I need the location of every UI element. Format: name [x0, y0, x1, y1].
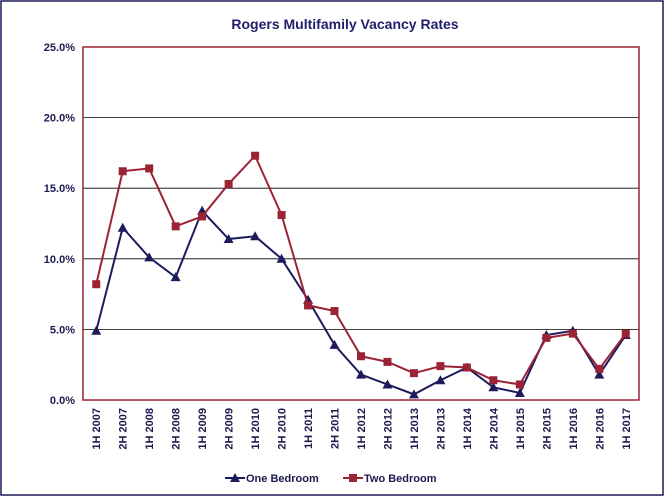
legend-label: One Bedroom [246, 473, 319, 485]
x-tick-label: 1H 2017 [621, 408, 633, 450]
y-tick-label: 20.0% [44, 113, 75, 125]
data-point [304, 301, 313, 310]
x-tick-label: 2H 2009 [224, 408, 236, 450]
data-point [409, 369, 418, 378]
data-point [515, 380, 524, 389]
x-tick-label: 2H 2015 [541, 408, 553, 450]
data-point [621, 329, 630, 338]
data-point [117, 222, 128, 232]
x-tick-label: 2H 2008 [171, 408, 183, 450]
x-tick-label: 1H 2016 [568, 408, 580, 450]
x-tick-label: 1H 2010 [250, 408, 262, 450]
legend-marker [349, 474, 357, 482]
data-point [92, 280, 101, 289]
legend-marker [230, 473, 240, 482]
data-point [568, 329, 577, 338]
data-point [198, 212, 207, 221]
data-point [595, 364, 604, 373]
data-point [91, 325, 102, 335]
x-tick-label: 1H 2015 [515, 408, 527, 450]
data-point [357, 352, 365, 361]
y-tick-label: 10.0% [44, 254, 75, 266]
data-point [383, 357, 392, 366]
x-tick-label: 2H 2011 [330, 408, 342, 449]
chart-title: Rogers Multifamily Vacancy Rates [231, 16, 458, 32]
x-tick-label: 2H 2007 [118, 408, 130, 450]
data-point [489, 376, 498, 385]
data-point [170, 272, 181, 282]
x-tick-label: 1H 2007 [91, 408, 103, 450]
data-point [462, 363, 471, 372]
x-tick-label: 1H 2011 [303, 408, 315, 449]
data-point [382, 379, 393, 389]
data-point [224, 179, 233, 188]
data-point [118, 167, 127, 176]
data-point [488, 382, 499, 392]
x-tick-label: 2H 2010 [277, 408, 289, 450]
y-tick-label: 5.0% [50, 324, 75, 336]
x-tick-label: 1H 2014 [462, 407, 474, 449]
data-point [542, 333, 551, 342]
y-tick-label: 25.0% [44, 42, 75, 54]
data-point [436, 362, 445, 371]
data-point [276, 253, 287, 263]
data-point [277, 211, 286, 220]
data-point [514, 387, 525, 397]
y-tick-label: 0.0% [50, 395, 75, 407]
data-point [250, 231, 261, 241]
x-tick-label: 2H 2014 [488, 407, 500, 449]
x-tick-label: 1H 2008 [144, 408, 156, 450]
data-point [329, 339, 340, 349]
x-tick-label: 1H 2013 [409, 408, 421, 450]
x-tick-label: 2H 2016 [594, 408, 606, 450]
plot-border [82, 46, 640, 401]
data-point [594, 369, 605, 379]
data-point [223, 234, 234, 244]
data-point [145, 164, 154, 173]
data-point [408, 389, 419, 399]
legend-label: Two Bedroom [364, 473, 437, 485]
data-point [144, 252, 155, 262]
data-point [435, 375, 446, 385]
data-point [251, 151, 260, 160]
data-point [356, 369, 366, 379]
data-point [330, 307, 339, 316]
x-tick-label: 2H 2013 [435, 408, 447, 450]
x-tick-label: 2H 2012 [382, 408, 394, 450]
x-tick-label: 1H 2012 [356, 408, 368, 450]
x-tick-label: 1H 2009 [197, 408, 209, 450]
data-point [171, 222, 180, 231]
y-tick-label: 15.0% [44, 183, 75, 195]
